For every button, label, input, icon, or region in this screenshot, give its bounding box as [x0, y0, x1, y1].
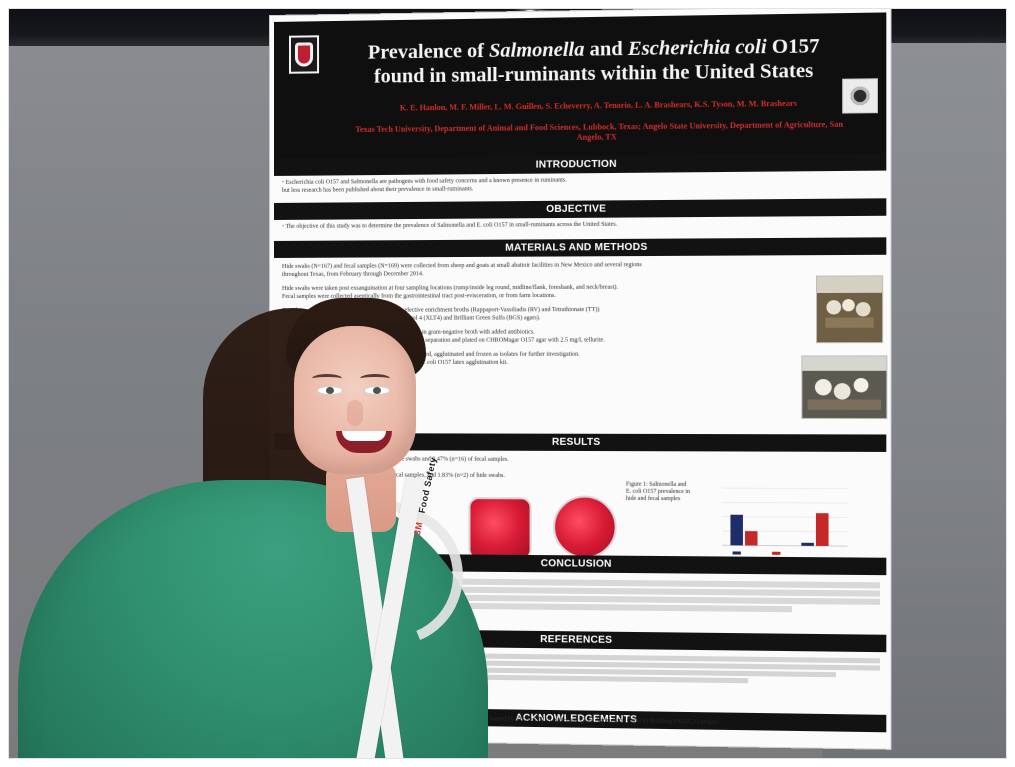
portrait-icon — [842, 78, 878, 113]
poster-title-middle: and — [590, 38, 623, 61]
poster-title-prefix: Prevalence of — [368, 40, 484, 64]
poster-title: Prevalence of Salmonella and Escherichia… — [364, 34, 823, 89]
poster-affiliations: Texas Tech University, Department of Ani… — [344, 120, 855, 146]
left-eyebrow — [312, 374, 342, 383]
poster-title-italic-2: Escherichia coli — [628, 36, 767, 60]
figure-caption: Figure 1: Salmonella and E. coli O157 pr… — [626, 482, 690, 504]
left-eye — [317, 386, 343, 395]
poster-header: Prevalence of Salmonella and Escherichia… — [274, 12, 886, 168]
section-objective: OBJECTIVE — [274, 198, 886, 220]
references-text-lines — [446, 651, 880, 687]
photo: Prevalence of Salmonella and Escherichia… — [8, 8, 1007, 759]
person-nose — [347, 400, 363, 426]
university-logo — [289, 35, 319, 73]
goat-photo-thumbnail — [801, 355, 887, 419]
poster-title-italic-1: Salmonella — [489, 38, 584, 62]
right-eyebrow — [360, 374, 390, 383]
intro-text: • Escherichia coli O157 and Salmonella a… — [282, 174, 880, 195]
lanyard-brand: 3M — [412, 521, 425, 536]
section-materials: MATERIALS AND METHODS — [274, 237, 886, 258]
objective-text: • The objective of this study was to det… — [282, 219, 880, 231]
right-eye — [364, 386, 390, 395]
sheep-photo-thumbnail — [816, 275, 883, 343]
bar-chart — [712, 474, 853, 561]
conclusion-text-lines — [446, 577, 880, 616]
poster-authors: K. E. Hanlon, M. F. Miller, L. M. Guille… — [344, 98, 855, 114]
